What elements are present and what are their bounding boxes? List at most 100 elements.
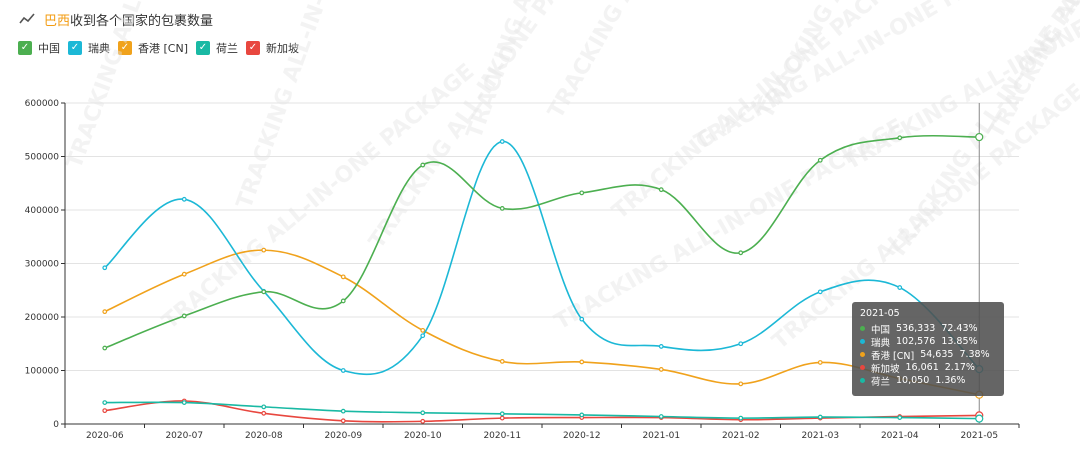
chart-legend: ✓ 中国 ✓ 瑞典 ✓ 香港 [CN] ✓ 荷兰 ✓ 新加坡 — [18, 40, 299, 56]
legend-item[interactable]: ✓ 中国 — [18, 40, 60, 56]
tooltip-pct: 13.85% — [941, 336, 978, 347]
data-point — [499, 359, 505, 364]
data-point — [658, 187, 664, 193]
x-tick-label: 2021-01 — [642, 431, 680, 441]
data-point — [261, 404, 267, 410]
chart-title: 巴西收到各个国家的包裹数量 — [44, 10, 213, 29]
legend-label: 荷兰 — [216, 42, 238, 55]
data-point — [181, 400, 187, 406]
tooltip-value: 54,635 — [920, 349, 954, 360]
data-point — [975, 414, 984, 423]
data-point — [102, 408, 108, 414]
legend-item[interactable]: ✓ 荷兰 — [196, 40, 238, 56]
y-tick-label: 300000 — [25, 260, 60, 270]
data-point — [579, 412, 585, 418]
data-point — [897, 285, 903, 290]
legend-label: 中国 — [38, 42, 60, 55]
series-dot-icon — [860, 352, 865, 357]
x-tick-label: 2021-02 — [722, 431, 760, 441]
data-point — [817, 414, 823, 420]
check-icon: ✓ — [118, 41, 132, 55]
tooltip-pct: 7.38% — [959, 349, 990, 360]
data-point — [499, 415, 505, 421]
data-point — [420, 410, 426, 416]
tooltip-name: 荷兰 — [871, 376, 891, 388]
series-dot-icon — [860, 326, 865, 331]
chart-title-rest: 收到各个国家的包裹数量 — [70, 13, 214, 29]
tooltip-row: 中国 536,333 72.43% — [860, 322, 996, 336]
tooltip-name: 瑞典 — [871, 337, 891, 349]
data-point — [817, 360, 823, 365]
data-point — [420, 327, 426, 333]
check-icon: ✓ — [246, 41, 260, 55]
series-line — [104, 249, 980, 396]
data-point — [261, 289, 267, 295]
legend-label: 瑞典 — [88, 42, 110, 55]
data-point — [102, 265, 108, 271]
data-point — [499, 205, 505, 211]
trend-line-icon — [19, 13, 35, 24]
x-tick-label: 2020-07 — [165, 431, 203, 441]
data-point — [102, 309, 108, 315]
data-point — [738, 250, 744, 256]
y-tick-label: 500000 — [25, 153, 60, 163]
data-point — [340, 298, 346, 304]
data-point — [817, 157, 823, 163]
y-tick-label: 600000 — [25, 99, 60, 109]
data-point — [658, 344, 664, 349]
tooltip-pct: 2.17% — [944, 362, 975, 373]
legend-item[interactable]: ✓ 香港 [CN] — [118, 40, 188, 56]
data-point — [897, 135, 903, 141]
data-point — [181, 313, 187, 319]
y-tick-label: 0 — [53, 420, 59, 430]
data-point — [897, 415, 903, 420]
series-dot-icon — [860, 365, 865, 370]
x-tick-label: 2020-09 — [324, 431, 362, 441]
tooltip-row: 新加坡 16,061 2.17% — [860, 361, 996, 375]
series-line — [104, 400, 980, 423]
tooltip-value: 16,061 — [905, 362, 939, 373]
tooltip-name: 新加坡 — [871, 363, 900, 375]
x-tick-label: 2020-08 — [245, 431, 283, 441]
x-tick-label: 2020-11 — [483, 431, 521, 441]
data-point — [738, 415, 744, 421]
data-point — [181, 196, 187, 202]
watermark-text: TRACKING ALL-IN-ONE PACKAGE — [158, 59, 479, 334]
chart-header: 巴西收到各个国家的包裹数量 — [18, 8, 213, 30]
legend-item[interactable]: ✓ 瑞典 — [68, 40, 110, 56]
data-point — [499, 139, 505, 144]
tooltip-pct: 72.43% — [941, 323, 978, 334]
tooltip-value: 536,333 — [896, 323, 936, 334]
data-point — [340, 418, 346, 424]
data-point — [420, 162, 426, 168]
y-tick-label: 200000 — [25, 313, 60, 323]
data-point — [261, 410, 267, 416]
data-point — [340, 368, 346, 373]
tooltip-pct: 1.36% — [935, 375, 966, 386]
y-tick-label: 100000 — [25, 367, 60, 377]
data-point — [340, 274, 346, 280]
data-point — [579, 359, 585, 365]
tooltip-value: 10,050 — [896, 375, 930, 386]
data-point — [420, 418, 426, 424]
watermark-text: TRACKING ALL-IN-ONE PACKAGE — [62, 0, 222, 172]
tooltip-row: 瑞典 102,576 13.85% — [860, 335, 996, 349]
check-icon: ✓ — [196, 41, 210, 55]
data-point — [102, 345, 108, 351]
tooltip-value: 102,576 — [896, 336, 936, 347]
data-point — [579, 190, 585, 196]
x-tick-label: 2021-05 — [960, 431, 998, 441]
tooltip-name: 中国 — [871, 324, 891, 336]
legend-label: 新加坡 — [266, 42, 299, 55]
data-point — [261, 247, 267, 253]
tooltip-row: 香港 [CN] 54,635 7.38% — [860, 348, 996, 362]
data-point — [102, 400, 108, 406]
x-tick-label: 2020-06 — [86, 431, 124, 441]
series-dot-icon — [860, 339, 865, 344]
series-dot-icon — [860, 378, 865, 383]
watermark-text: TRACKING ALL-IN-ONE PACKAGE — [232, 0, 392, 212]
data-point — [738, 381, 744, 387]
legend-item[interactable]: ✓ 新加坡 — [246, 40, 299, 56]
x-tick-label: 2021-03 — [801, 431, 839, 441]
